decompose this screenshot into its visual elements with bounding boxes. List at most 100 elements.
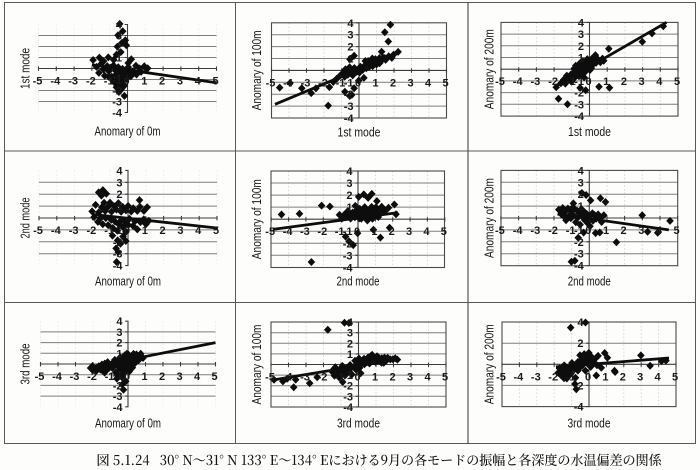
svg-text:-2: -2 xyxy=(343,238,353,250)
svg-text:3: 3 xyxy=(407,372,413,384)
svg-text:2: 2 xyxy=(578,189,584,201)
svg-text:0: 0 xyxy=(585,371,591,383)
svg-text:3: 3 xyxy=(116,177,122,189)
svg-text:2: 2 xyxy=(621,76,627,88)
svg-text:2: 2 xyxy=(577,338,583,350)
svg-text:-1: -1 xyxy=(344,77,354,89)
svg-text:-2: -2 xyxy=(113,237,123,249)
svg-text:1: 1 xyxy=(346,202,352,214)
svg-text:Anomary of 0m: Anomary of 0m xyxy=(95,275,161,289)
svg-text:Anomary of 200m: Anomary of 200m xyxy=(483,178,497,258)
svg-text:2nd mode: 2nd mode xyxy=(337,275,380,289)
svg-text:3: 3 xyxy=(407,77,413,89)
svg-text:4: 4 xyxy=(194,371,201,383)
svg-text:5: 5 xyxy=(674,225,680,237)
svg-text:0: 0 xyxy=(124,225,130,237)
svg-text:3: 3 xyxy=(347,30,353,42)
svg-text:-3: -3 xyxy=(574,99,584,111)
svg-text:-4: -4 xyxy=(112,108,123,120)
svg-text:2nd mode: 2nd mode xyxy=(19,197,33,238)
svg-text:-4: -4 xyxy=(513,225,524,237)
svg-text:-2: -2 xyxy=(574,380,584,392)
svg-text:-4: -4 xyxy=(50,76,61,88)
svg-text:4: 4 xyxy=(656,76,663,88)
svg-text:-1: -1 xyxy=(574,225,584,237)
svg-text:2: 2 xyxy=(116,42,122,54)
svg-text:-3: -3 xyxy=(113,391,123,403)
svg-text:2: 2 xyxy=(346,190,352,202)
svg-text:-1: -1 xyxy=(113,370,123,382)
svg-text:-3: -3 xyxy=(530,225,540,237)
svg-text:5: 5 xyxy=(442,372,448,384)
svg-text:3: 3 xyxy=(116,327,122,339)
svg-text:-4: -4 xyxy=(52,371,63,383)
svg-text:-5: -5 xyxy=(266,77,276,89)
svg-text:4: 4 xyxy=(578,17,585,29)
svg-text:-3: -3 xyxy=(343,391,353,403)
svg-text:0: 0 xyxy=(124,371,130,383)
svg-text:-2: -2 xyxy=(548,76,558,88)
svg-text:5: 5 xyxy=(213,225,219,237)
svg-text:1: 1 xyxy=(603,76,609,88)
svg-text:3: 3 xyxy=(639,76,645,88)
svg-text:2: 2 xyxy=(578,41,584,53)
svg-text:2nd mode: 2nd mode xyxy=(568,275,611,289)
svg-text:Anomary of 0m: Anomary of 0m xyxy=(95,125,161,139)
svg-text:3: 3 xyxy=(347,328,353,340)
svg-text:-5: -5 xyxy=(495,76,505,88)
svg-text:2: 2 xyxy=(389,226,395,238)
svg-text:4: 4 xyxy=(195,76,202,88)
svg-text:-4: -4 xyxy=(283,226,294,238)
svg-text:2: 2 xyxy=(347,338,353,350)
svg-text:-3: -3 xyxy=(531,371,541,383)
svg-text:1: 1 xyxy=(602,371,608,383)
svg-text:0: 0 xyxy=(354,226,360,238)
svg-text:3rd mode: 3rd mode xyxy=(568,417,611,431)
svg-text:-1: -1 xyxy=(105,371,115,383)
svg-text:5: 5 xyxy=(442,77,448,89)
svg-text:2: 2 xyxy=(116,338,122,350)
svg-text:-2: -2 xyxy=(344,89,354,101)
svg-text:-4: -4 xyxy=(51,225,62,237)
svg-text:-2: -2 xyxy=(113,380,123,392)
svg-text:-5: -5 xyxy=(265,226,275,238)
svg-text:1: 1 xyxy=(116,348,122,360)
svg-text:Anomary of 200m: Anomary of 200m xyxy=(483,324,497,404)
svg-text:-3: -3 xyxy=(574,249,584,261)
svg-text:-1: -1 xyxy=(574,76,584,88)
svg-text:-4: -4 xyxy=(344,113,355,125)
svg-text:5: 5 xyxy=(674,76,680,88)
svg-text:3: 3 xyxy=(116,31,122,43)
svg-text:-3: -3 xyxy=(344,101,354,113)
svg-text:2: 2 xyxy=(159,76,165,88)
svg-text:-4: -4 xyxy=(513,76,524,88)
svg-text:1: 1 xyxy=(141,76,147,88)
svg-text:1: 1 xyxy=(142,225,148,237)
svg-text:-2: -2 xyxy=(548,225,558,237)
svg-text:Anomary of 100m: Anomary of 100m xyxy=(250,179,264,259)
svg-text:4: 4 xyxy=(116,165,123,177)
svg-text:1: 1 xyxy=(578,53,584,65)
svg-text:-1: -1 xyxy=(343,370,353,382)
svg-text:-5: -5 xyxy=(33,76,43,88)
svg-text:1: 1 xyxy=(347,349,353,361)
svg-text:-1: -1 xyxy=(566,76,576,88)
svg-text:3: 3 xyxy=(578,177,584,189)
svg-text:-2: -2 xyxy=(318,77,328,89)
svg-text:-2: -2 xyxy=(574,88,584,100)
svg-text:1: 1 xyxy=(141,371,147,383)
svg-text:2: 2 xyxy=(620,371,626,383)
svg-text:-1: -1 xyxy=(335,372,345,384)
svg-text:4: 4 xyxy=(655,371,662,383)
svg-text:0: 0 xyxy=(354,372,360,384)
svg-text:1st mode: 1st mode xyxy=(19,48,33,89)
svg-text:-1: -1 xyxy=(335,226,345,238)
svg-text:-1: -1 xyxy=(104,76,114,88)
svg-text:2: 2 xyxy=(160,225,166,237)
svg-text:-4: -4 xyxy=(574,402,585,414)
svg-text:0: 0 xyxy=(585,76,591,88)
svg-text:1: 1 xyxy=(372,77,378,89)
svg-text:-2: -2 xyxy=(343,381,353,393)
svg-text:-5: -5 xyxy=(33,225,43,237)
svg-text:-3: -3 xyxy=(68,76,78,88)
